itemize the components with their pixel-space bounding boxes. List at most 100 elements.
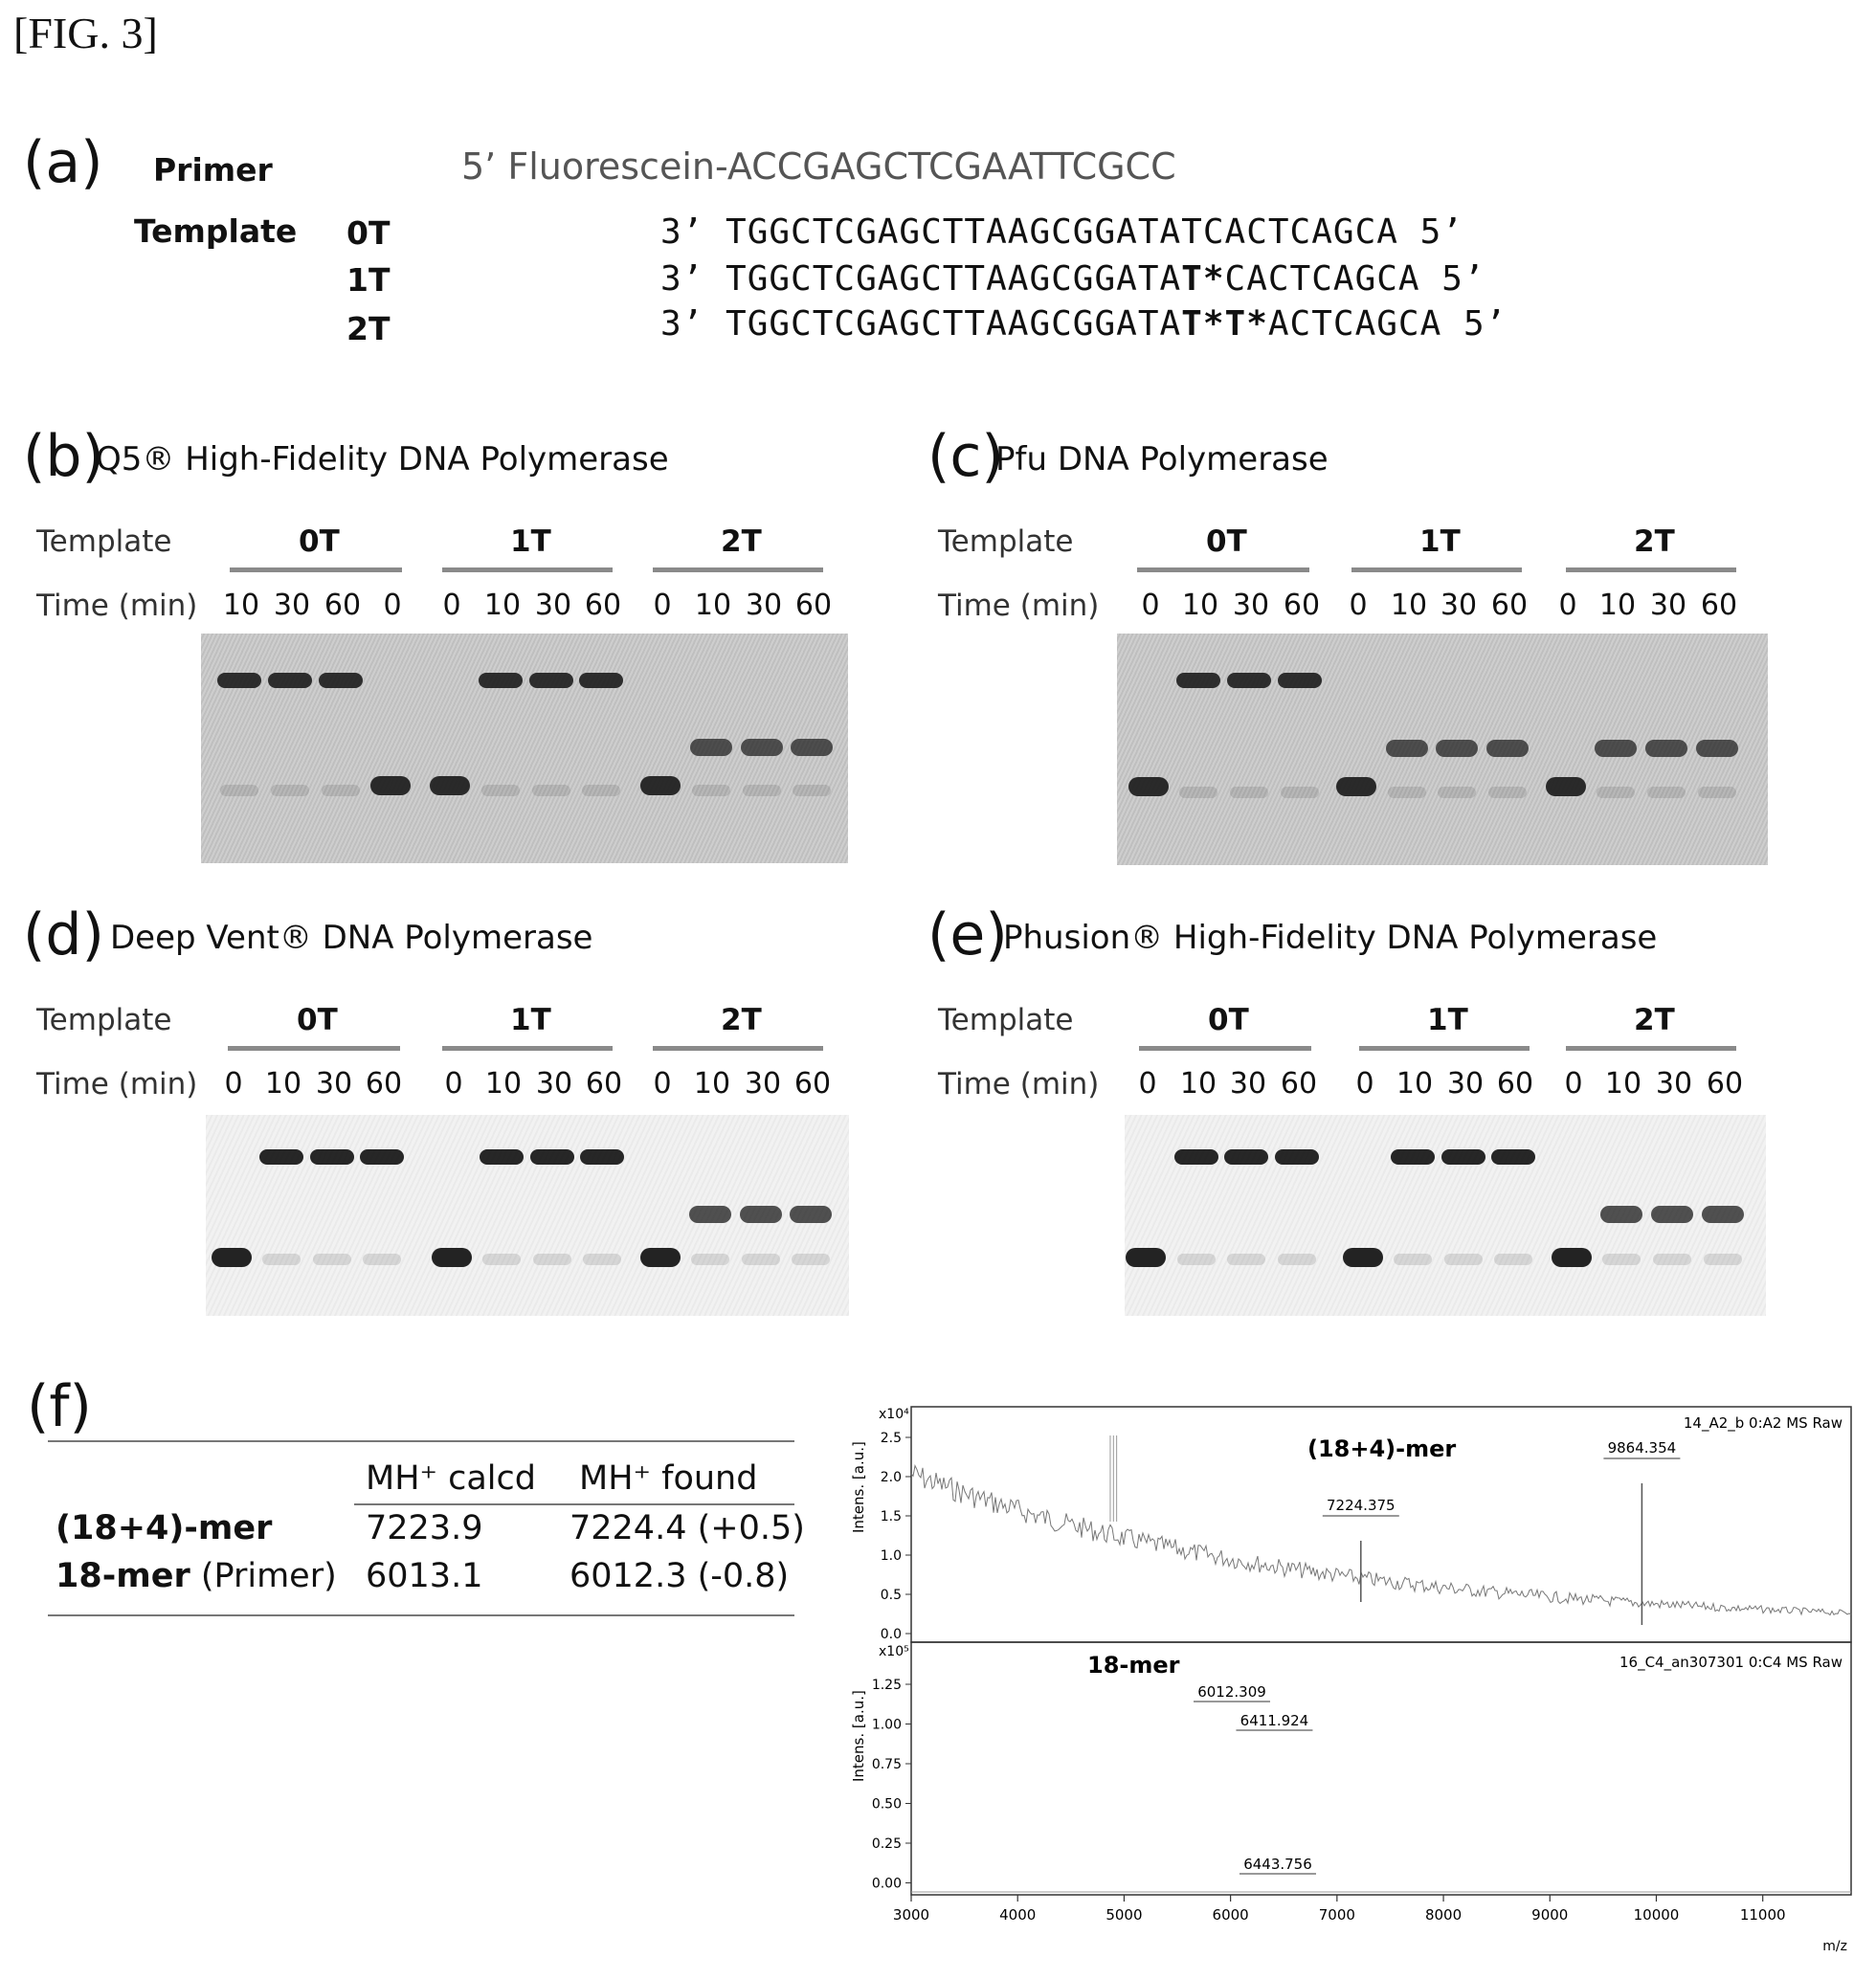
ms-top-peak-label: 9864.354	[1608, 1439, 1677, 1457]
lane-time-label: 10	[693, 1067, 731, 1101]
template-row-label: Template	[938, 524, 1074, 559]
ms-bottom-annotation: 18-mer	[1087, 1652, 1180, 1679]
ms-top-scale: x10⁴	[879, 1407, 909, 1422]
lane-time-label: 0	[1355, 1067, 1374, 1101]
ms-plot: Intens. [a.u.] x10⁴ 14_A2_b 0:A2 MS Raw …	[850, 1406, 1852, 1954]
ms-xlabel: m/z	[1822, 1939, 1847, 1954]
gel-panel-title: Deep Vent® DNA Polymerase	[110, 919, 593, 957]
table-top-rule	[48, 1440, 794, 1442]
gel-panel-letter: (e)	[927, 901, 1008, 968]
gel-band	[1444, 1253, 1483, 1265]
template-row-label: Template	[938, 1003, 1074, 1037]
gel-band	[1552, 1247, 1592, 1267]
table-header-found: MH⁺ found	[579, 1459, 758, 1498]
gel-band	[432, 1247, 472, 1267]
lane-time-label: 60	[1280, 1067, 1318, 1101]
gel-band	[271, 785, 309, 797]
lane-time-label: 60	[1700, 589, 1738, 622]
ms-bottom-peak-label: 6012.309	[1197, 1683, 1266, 1701]
ms-xtick-label: 6000	[1213, 1906, 1249, 1924]
gel-band	[363, 1253, 401, 1265]
gel-band	[1441, 1148, 1485, 1165]
template-group-bar	[442, 1046, 613, 1051]
lane-time-label: 30	[534, 589, 572, 622]
gel-band	[319, 672, 363, 688]
template-group-label: 0T	[1208, 1003, 1249, 1037]
table-header-calcd: MH⁺ calcd	[366, 1459, 536, 1498]
lane-time-label: 10	[1390, 589, 1428, 622]
lane-time-label: 10	[1179, 1067, 1217, 1101]
lane-time-label: 0	[224, 1067, 243, 1101]
lane-time-label: 30	[1655, 1067, 1693, 1101]
gel-band	[1494, 1253, 1532, 1265]
table-bottom-rule	[48, 1614, 794, 1616]
panel-f-letter: (f)	[27, 1373, 92, 1440]
template-group-label: 0T	[1206, 524, 1247, 559]
lane-time-label: 10	[483, 589, 522, 622]
template-row-name: 0T	[346, 214, 391, 252]
gel-band	[580, 1148, 624, 1165]
gel-band	[430, 775, 470, 795]
ms-bottom-ytick-label: 1.00	[872, 1718, 902, 1733]
gel-band	[262, 1253, 301, 1265]
lane-time-label: 30	[1232, 589, 1270, 622]
gel-band	[582, 785, 620, 797]
lane-time-label: 60	[793, 1067, 832, 1101]
lane-time-label: 10	[1396, 1067, 1434, 1101]
table-row-name: (18+4)-mer	[56, 1509, 273, 1547]
gel-band	[1176, 673, 1220, 689]
lane-time-label: 10	[1604, 1067, 1642, 1101]
ms-bottom-peak-label: 6411.924	[1240, 1712, 1309, 1729]
template-group-bar	[1351, 567, 1522, 572]
gel-band	[479, 672, 523, 688]
gel-band	[1227, 1253, 1265, 1265]
gel-band	[1436, 740, 1478, 758]
lane-time-label: 0	[653, 1067, 672, 1101]
gel-band	[1653, 1253, 1691, 1265]
gel-band	[322, 785, 360, 797]
lane-time-label: 60	[794, 589, 833, 622]
lane-time-label: 60	[585, 1067, 623, 1101]
table-cell-found: 7224.4 (+0.5)	[570, 1509, 805, 1547]
gel-band	[1491, 1148, 1535, 1165]
template-group-bar	[653, 1046, 823, 1051]
gel-band	[1230, 786, 1268, 798]
lane-time-label: 60	[324, 589, 362, 622]
gel-band	[370, 775, 411, 795]
ms-top-ytick-label: 1.0	[881, 1548, 902, 1564]
lane-time-label: 30	[744, 1067, 782, 1101]
table-cell-calcd: 6013.1	[366, 1557, 483, 1595]
template-row-name: 2T	[346, 310, 391, 347]
time-row-label: Time (min)	[938, 1067, 1100, 1101]
gel-band	[480, 1148, 524, 1165]
lane-time-label: 0	[1558, 589, 1577, 622]
gel-band	[1179, 786, 1217, 798]
gel-band	[1227, 673, 1271, 689]
ms-xtick-label: 3000	[893, 1906, 929, 1924]
gel-band	[790, 1205, 832, 1223]
gel-band	[1336, 777, 1376, 797]
template-group-label: 1T	[510, 524, 551, 559]
lane-time-label: 0	[444, 1067, 463, 1101]
mh-table: MH⁺ calcd MH⁺ found (18+4)-mer 7223.9 72…	[48, 1440, 805, 1616]
gel-band	[690, 739, 732, 757]
gel-band	[268, 672, 312, 688]
ms-bottom-ytick-label: 0.25	[872, 1836, 902, 1852]
lane-time-label: 30	[1446, 1067, 1485, 1101]
ms-bottom-scale: x10⁵	[879, 1644, 909, 1659]
time-row-label: Time (min)	[36, 1067, 198, 1101]
gel-band	[1595, 740, 1637, 758]
template-group-label: 1T	[1419, 524, 1461, 559]
template-group-bar	[228, 1046, 400, 1051]
gel-band	[1486, 740, 1529, 758]
gel-band	[1281, 786, 1319, 798]
template-label: Template	[134, 212, 298, 250]
sequence-prefix: 3’ TGGCTCGAGCTTAAGCGGATAT	[660, 212, 1203, 252]
gel-band	[741, 739, 783, 757]
template-row-sequence: 3’ TGGCTCGAGCTTAAGCGGATAT*CACTCAGCA 5’	[660, 259, 1485, 299]
ms-top-ytick-label: 2.5	[881, 1431, 902, 1446]
ms-top-annotation: (18+4)-mer	[1307, 1435, 1456, 1462]
template-row-sequence: 3’ TGGCTCGAGCTTAAGCGGATAT*T*ACTCAGCA 5’	[660, 304, 1507, 344]
ms-xtick-label: 5000	[1106, 1906, 1142, 1924]
gel-band	[212, 1247, 252, 1267]
